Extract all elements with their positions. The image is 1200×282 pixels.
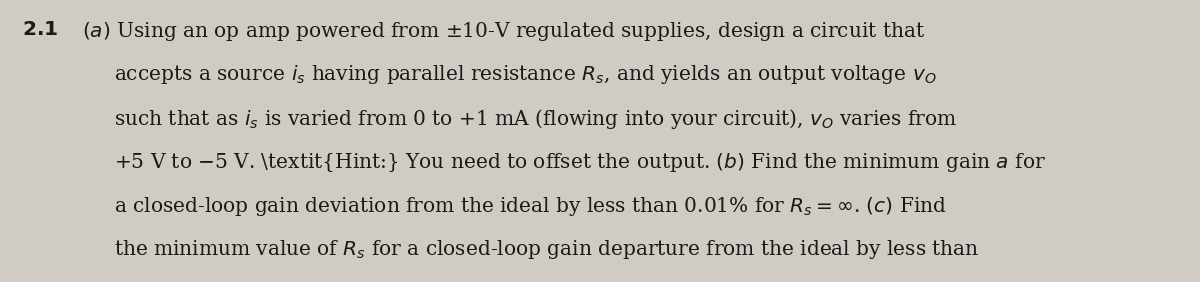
Text: accepts a source $i_s$ having parallel resistance $R_s$, and yields an output vo: accepts a source $i_s$ having parallel r… [114,63,936,87]
Text: $\mathbf{2.1}$: $\mathbf{2.1}$ [22,20,58,39]
Text: $(a)$ Using an op amp powered from $\pm$10-V regulated supplies, design a circui: $(a)$ Using an op amp powered from $\pm$… [82,20,925,43]
Text: $+$5 V to $-$5 V. \textit{Hint:} You need to offset the output. $(b)$ Find the m: $+$5 V to $-$5 V. \textit{Hint:} You nee… [114,151,1046,174]
Text: a closed-loop gain deviation from the ideal by less than 0.01% for $R_s = \infty: a closed-loop gain deviation from the id… [114,195,947,218]
Text: such that as $i_s$ is varied from 0 to $+$1 mA (flowing into your circuit), $v_O: such that as $i_s$ is varied from 0 to $… [114,107,958,131]
Text: the minimum value of $R_s$ for a closed-loop gain departure from the ideal by le: the minimum value of $R_s$ for a closed-… [114,238,979,261]
